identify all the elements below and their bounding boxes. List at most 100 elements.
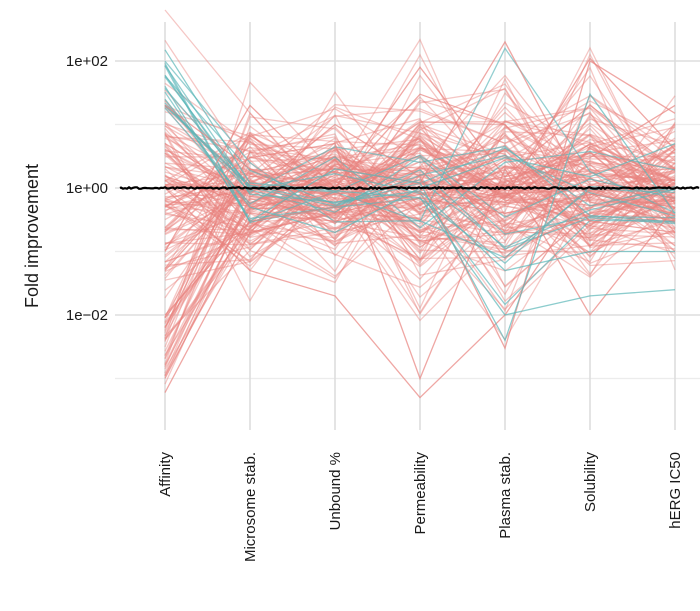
series-line-group-0: [164, 124, 676, 235]
series-line-group-0: [164, 108, 676, 352]
x-category-labels: Affinity Microsome stab. Unbound % Permeabi…: [157, 452, 684, 563]
y-axis-title: Fold improvement: [22, 164, 42, 308]
x-category-label: hERG IC50: [667, 452, 684, 529]
x-category-label: Affinity: [157, 452, 174, 497]
series-line-group-0: [164, 126, 676, 258]
series-line-group-0: [164, 99, 676, 336]
series-line-group-0: [164, 149, 676, 231]
series-line-group-0: [164, 124, 676, 279]
series-line-group-1: [164, 60, 676, 259]
series-line-group-0: [164, 186, 676, 377]
y-tick-labels: 1e+02 1e+00 1e−02: [66, 53, 108, 324]
series-line-group-0: [164, 88, 676, 235]
series-line-group-0: [164, 134, 676, 374]
series-line-group-1: [164, 85, 676, 342]
x-category-label: Plasma stab.: [497, 452, 514, 539]
series-line-group-0: [164, 100, 676, 239]
series-line-group-0: [164, 100, 676, 370]
series-line-group-0: [164, 53, 676, 328]
series-line-group-0: [164, 114, 676, 276]
series-line-group-0: [164, 168, 676, 272]
series-line-group-0: [164, 101, 676, 246]
series-line-group-0: [164, 53, 676, 244]
series-line-group-0: [164, 111, 676, 342]
series-line-group-0: [164, 132, 676, 337]
series-line-group-0: [164, 162, 676, 251]
series-line-group-1: [164, 49, 676, 316]
series-line-group-0: [164, 151, 676, 329]
series-line-group-0: [164, 169, 676, 281]
series-line-group-1: [164, 105, 676, 250]
series-line-group-0: [164, 122, 676, 239]
series-line-group-0: [164, 103, 676, 222]
y-tick-label: 1e−02: [66, 307, 108, 324]
y-tick-label: 1e+00: [66, 180, 108, 197]
series-line-group-0: [164, 74, 676, 241]
series-line-group-0: [164, 106, 676, 214]
series-line-group-0: [164, 142, 676, 251]
series-line-group-0: [164, 77, 676, 262]
series-line-group-0: [164, 83, 676, 318]
reference-line-layer: [119, 185, 700, 191]
series-line-group-1: [164, 102, 676, 223]
series-line-group-0: [164, 135, 676, 264]
series-line-group-0: [164, 133, 676, 251]
series-line-group-0: [164, 82, 676, 231]
series-line-group-0: [164, 74, 676, 234]
series-line-group-0: [164, 149, 676, 227]
series-line-group-0: [164, 155, 676, 266]
series-line-group-0: [164, 165, 676, 340]
series-line-group-1: [164, 74, 675, 272]
series-line-group-0: [164, 106, 676, 281]
series-line-group-1: [164, 107, 676, 229]
series-line-group-0: [164, 131, 676, 260]
series-line-group-0: [164, 46, 676, 245]
series-line-group-0: [164, 93, 676, 234]
series-line-group-0: [164, 108, 676, 278]
x-category-label: Unbound %: [327, 452, 344, 530]
x-category-label: Solubility: [582, 452, 599, 513]
series-line-group-0: [164, 9, 676, 238]
series-lines-layer: [164, 9, 676, 399]
series-line-group-0: [164, 104, 676, 210]
series-line-group-0: [164, 179, 676, 322]
series-line-group-0: [164, 147, 676, 377]
series-line-group-0: [164, 145, 676, 237]
series-line-group-0: [164, 107, 676, 339]
series-line-group-0: [164, 134, 676, 250]
series-line-group-1: [164, 64, 676, 235]
x-category-label: Microsome stab.: [242, 452, 259, 562]
series-line-group-0: [164, 106, 676, 228]
reference-line: [119, 185, 700, 191]
series-line-group-0: [164, 148, 676, 235]
series-line-group-0: [164, 154, 676, 261]
series-line-group-0: [164, 152, 676, 234]
y-tick-label: 1e+02: [66, 53, 108, 70]
series-line-group-0: [164, 91, 676, 254]
series-line-group-0: [164, 91, 676, 236]
series-line-group-0: [164, 123, 676, 249]
series-line-group-0: [164, 118, 676, 249]
series-line-group-0: [164, 111, 676, 263]
series-line-group-1: [164, 105, 676, 248]
series-line-group-0: [164, 107, 676, 329]
series-line-group-0: [164, 148, 676, 252]
series-line-group-0: [164, 139, 676, 243]
x-category-label: Permeability: [412, 452, 429, 535]
series-line-group-0: [164, 119, 676, 207]
series-line-group-0: [164, 134, 676, 348]
series-line-group-0: [164, 134, 676, 248]
series-line-group-0: [164, 66, 676, 252]
series-line-group-0: [164, 137, 676, 316]
series-line-group-0: [164, 125, 676, 264]
series-line-group-0: [164, 142, 676, 381]
series-line-group-0: [164, 81, 676, 339]
series-line-group-0: [164, 116, 676, 331]
series-line-group-0: [164, 134, 676, 251]
series-line-group-0: [164, 143, 676, 357]
series-line-group-1: [164, 65, 676, 224]
series-line-group-0: [164, 145, 676, 247]
series-line-group-0: [164, 149, 676, 366]
